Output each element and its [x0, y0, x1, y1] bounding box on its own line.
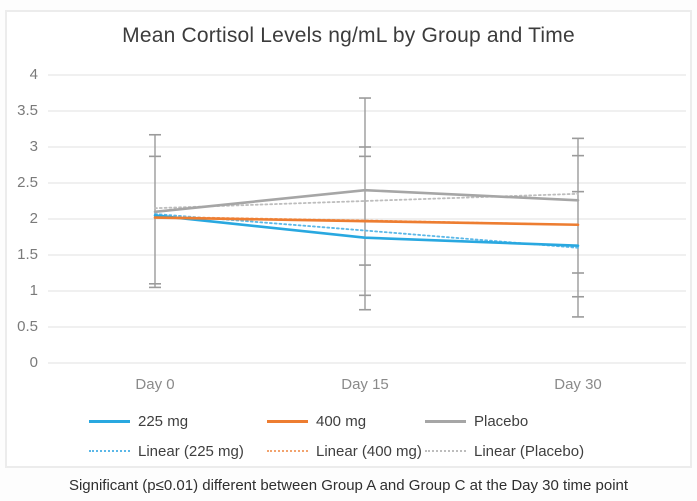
series-line-placebo: [153, 188, 580, 214]
legend-label: Linear (400 mg): [316, 442, 422, 460]
legend-item-linear-225-mg: Linear (225 mg): [89, 441, 244, 461]
legend-line-swatch: [267, 419, 308, 423]
x-axis-label-day-30: Day 30: [554, 376, 602, 393]
legend-row-1: 225 mg 400 mg Placebo: [0, 411, 697, 431]
y-tick-label: 0: [29, 354, 38, 371]
legend-label: 225 mg: [138, 412, 189, 430]
y-tick-label: 0.5: [17, 318, 38, 335]
y-tick-label: 3.5: [17, 102, 38, 119]
y-tick-label: 1: [29, 282, 38, 299]
y-tick-label: 1.5: [17, 246, 38, 263]
legend-label: Linear (Placebo): [474, 442, 585, 460]
legend-line-swatch: [89, 419, 130, 423]
legend-label: Linear (225 mg): [138, 442, 244, 460]
chart-title: Mean Cortisol Levels ng/mL by Group and …: [122, 24, 575, 47]
legend-item-linear-placebo: Linear (Placebo): [425, 441, 584, 461]
series-line-400-mg: [153, 216, 580, 227]
legend-line-swatch: [425, 450, 466, 452]
y-tick-label: 4: [29, 66, 38, 83]
legend-item-placebo: Placebo: [425, 411, 528, 431]
legend-item-400-mg: 400 mg: [267, 411, 366, 431]
legend-line-swatch: [89, 450, 130, 452]
legend-item-225-mg: 225 mg: [89, 411, 188, 431]
series-line-225-mg: [153, 214, 580, 247]
legend-item-linear-400-mg: Linear (400 mg): [267, 441, 422, 461]
legend-line-swatch: [425, 419, 466, 423]
legend-line-swatch: [267, 450, 308, 452]
y-tick-label: 2: [29, 210, 38, 227]
legend-row-2: Linear (225 mg) Linear (400 mg) Linear (Pl…: [0, 441, 697, 461]
y-tick-label: 3: [29, 138, 38, 155]
x-axis-label-day-0: Day 0: [135, 376, 175, 393]
y-tick-label: 2.5: [17, 174, 38, 191]
legend-label: 400 mg: [316, 412, 367, 430]
legend-label: Placebo: [474, 412, 529, 430]
x-axis-label-day-15: Day 15: [341, 376, 389, 393]
significance-note: Significant (p≤0.01) different between G…: [68, 477, 629, 494]
